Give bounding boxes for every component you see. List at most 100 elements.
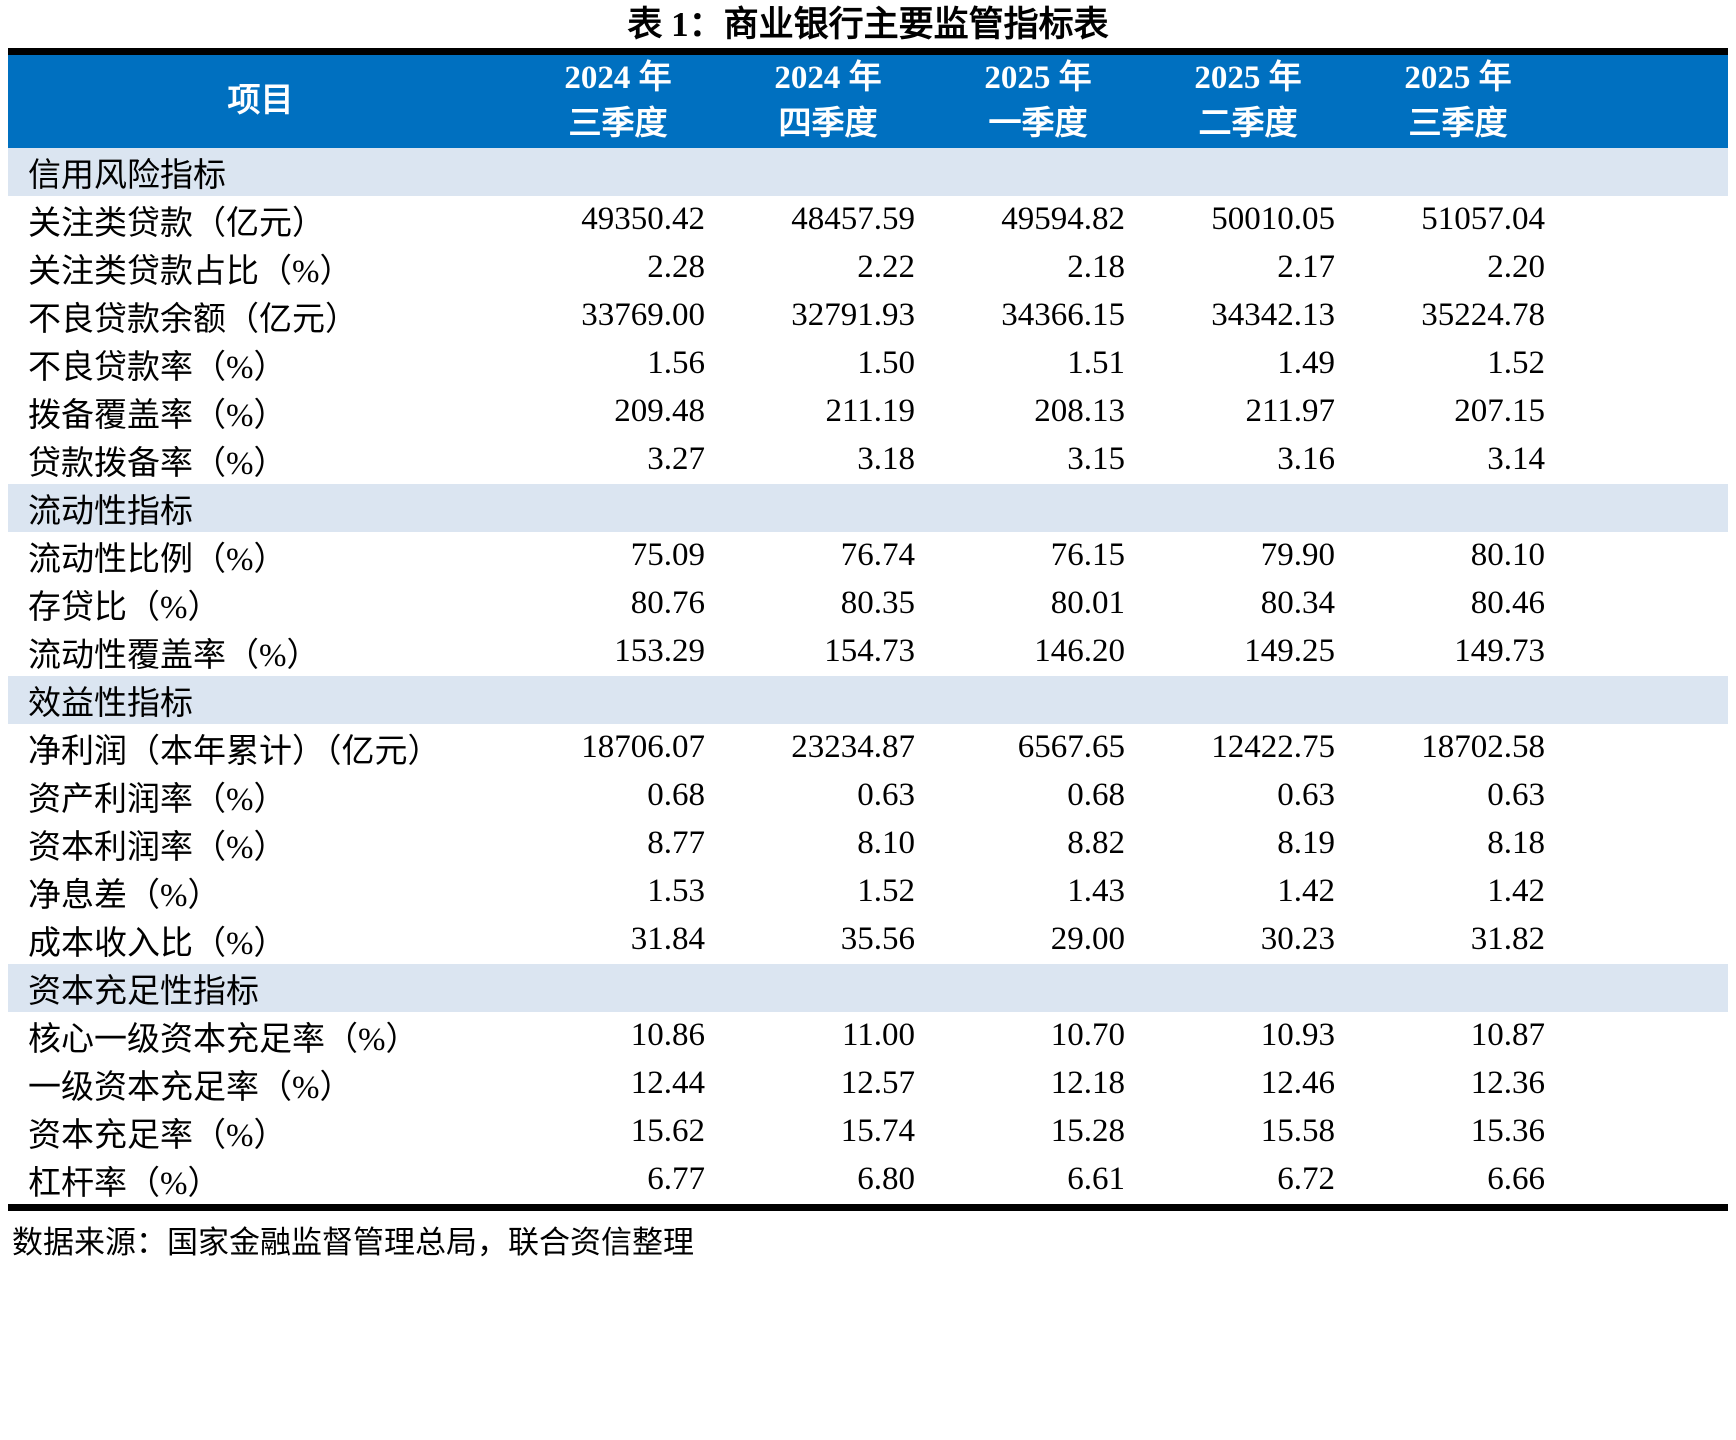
cell-value: 1.51 [1067,345,1125,381]
cell-value: 2.22 [857,249,915,285]
filler-cell [1563,1156,1728,1208]
column-header-2025q1: 2025 年 一季度 [933,51,1143,148]
cell-value: 8.10 [857,825,915,861]
cell-value: 207.15 [1454,393,1545,429]
filler-cell [1563,532,1728,580]
table-row: 关注类贷款占比（%） 2.28 2.22 2.18 2.17 2.20 [8,244,1728,292]
cell-value: 1.43 [1067,873,1125,909]
row-label: 成本收入比（%） [28,925,287,962]
cell-value: 8.18 [1487,825,1545,861]
cell-value: 79.90 [1260,537,1335,573]
cell-value: 149.73 [1454,633,1545,669]
cell-value: 211.97 [1245,393,1335,429]
row-label: 净息差（%） [28,877,221,914]
cell-value: 50010.05 [1211,201,1335,237]
cell-value: 32791.93 [791,297,915,333]
table-row: 资产利润率（%） 0.68 0.63 0.68 0.63 0.63 [8,772,1728,820]
table-row: 拨备覆盖率（%） 209.48 211.19 208.13 211.97 207.15 [8,388,1728,436]
row-label: 资本充足率（%） [28,1117,287,1154]
section-row: 效益性指标 [8,675,1728,724]
cell-value: 1.42 [1487,873,1545,909]
section-name: 资本充足性指标 [8,963,1728,1012]
cell-value: 12.46 [1260,1065,1335,1101]
cell-value: 76.74 [840,537,915,573]
column-header-filler [1563,51,1728,148]
section-row: 资本充足性指标 [8,963,1728,1012]
section-name: 信用风险指标 [8,147,1728,196]
table-row: 关注类贷款（亿元） 49350.42 48457.59 49594.82 50010.0… [8,196,1728,244]
row-label: 不良贷款率（%） [28,349,287,386]
cell-value: 80.35 [840,585,915,621]
cell-value: 80.46 [1470,585,1545,621]
cell-value: 1.52 [857,873,915,909]
filler-cell [1563,772,1728,820]
cell-value: 6.72 [1277,1161,1335,1197]
cell-value: 0.63 [1487,777,1545,813]
row-label: 不良贷款余额（亿元） [28,301,358,338]
table-row: 资本充足率（%） 15.62 15.74 15.28 15.58 15.36 [8,1108,1728,1156]
column-header-2025q2: 2025 年 二季度 [1143,51,1353,148]
row-label: 存贷比（%） [28,589,221,626]
table-row: 净息差（%） 1.53 1.52 1.43 1.42 1.42 [8,868,1728,916]
cell-value: 0.68 [1067,777,1125,813]
cell-value: 3.15 [1067,441,1125,477]
cell-value: 8.77 [647,825,705,861]
section-name: 效益性指标 [8,675,1728,724]
cell-value: 1.52 [1487,345,1545,381]
cell-value: 153.29 [614,633,705,669]
cell-value: 80.34 [1260,585,1335,621]
cell-value: 12.36 [1470,1065,1545,1101]
cell-value: 51057.04 [1421,201,1545,237]
cell-value: 6.66 [1487,1161,1545,1197]
table-body: 信用风险指标 关注类贷款（亿元） 49350.42 48457.59 49594.82 5… [8,147,1728,1208]
column-header-2025q3: 2025 年 三季度 [1353,51,1563,148]
table-row: 成本收入比（%） 31.84 35.56 29.00 30.23 31.82 [8,916,1728,964]
cell-value: 80.01 [1050,585,1125,621]
row-label: 净利润（本年累计）（亿元） [28,733,441,770]
period-quarter: 三季度 [1408,106,1508,143]
filler-cell [1563,196,1728,244]
row-label: 流动性覆盖率（%） [28,637,320,674]
cell-value: 0.63 [1277,777,1335,813]
cell-value: 18706.07 [581,729,705,765]
cell-value: 6567.65 [1017,729,1125,765]
filler-cell [1563,292,1728,340]
cell-value: 10.86 [630,1017,705,1053]
table-row: 杠杆率（%） 6.77 6.80 6.61 6.72 6.66 [8,1156,1728,1208]
cell-value: 49594.82 [1001,201,1125,237]
period-quarter: 三季度 [568,106,668,143]
cell-value: 8.19 [1277,825,1335,861]
cell-value: 12.57 [840,1065,915,1101]
column-header-2024q4: 2024 年 四季度 [723,51,933,148]
cell-value: 154.73 [824,633,915,669]
cell-value: 29.00 [1050,921,1125,957]
cell-value: 10.70 [1050,1017,1125,1053]
cell-value: 15.74 [840,1113,915,1149]
cell-value: 34342.13 [1211,297,1335,333]
filler-cell [1563,340,1728,388]
table-row: 净利润（本年累计）（亿元） 18706.07 23234.87 6567.65 1242… [8,724,1728,772]
cell-value: 1.42 [1277,873,1335,909]
cell-value: 76.15 [1050,537,1125,573]
period-quarter: 一季度 [988,106,1088,143]
table-row: 贷款拨备率（%） 3.27 3.18 3.15 3.16 3.14 [8,436,1728,484]
regulatory-indicators-table: 项目 2024 年 三季度 2024 年 四季度 2025 年 一季度 2025… [8,48,1728,1211]
cell-value: 30.23 [1260,921,1335,957]
filler-cell [1563,820,1728,868]
table-row: 存贷比（%） 80.76 80.35 80.01 80.34 80.46 [8,580,1728,628]
cell-value: 3.16 [1277,441,1335,477]
cell-value: 6.77 [647,1161,705,1197]
row-label: 杠杆率（%） [28,1165,221,1202]
filler-cell [1563,436,1728,484]
cell-value: 2.18 [1067,249,1125,285]
cell-value: 1.50 [857,345,915,381]
cell-value: 48457.59 [791,201,915,237]
cell-value: 10.87 [1470,1017,1545,1053]
cell-value: 146.20 [1034,633,1125,669]
cell-value: 12422.75 [1211,729,1335,765]
filler-cell [1563,724,1728,772]
table-row: 一级资本充足率（%） 12.44 12.57 12.18 12.46 12.36 [8,1060,1728,1108]
cell-value: 31.84 [630,921,705,957]
period-year: 2024 年 [564,60,672,97]
filler-cell [1563,1012,1728,1060]
